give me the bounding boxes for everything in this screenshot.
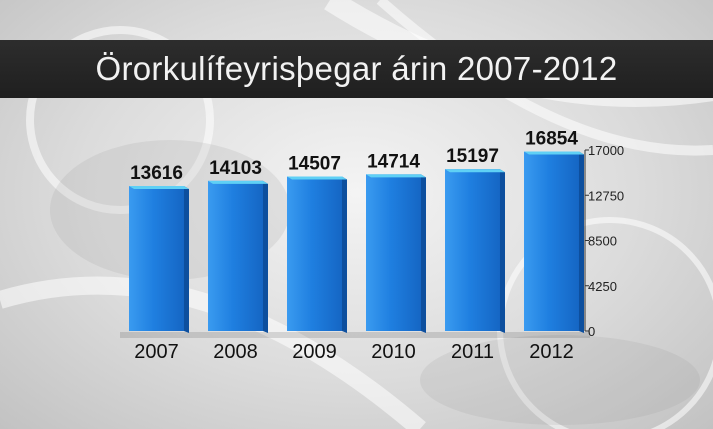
data-label-2007: 13616 [130,163,183,184]
bar-2007 [129,186,184,331]
bar-2009 [287,176,342,331]
category-label-2007: 2007 [134,341,179,363]
data-label-2012: 16854 [525,129,578,150]
category-label-2012: 2012 [529,341,574,363]
category-label-2010: 2010 [371,341,416,363]
bar-top [208,180,268,184]
y-tick-label-12750: 12750 [588,188,624,203]
bar-2011 [445,169,500,331]
bar-2010 [366,174,421,331]
data-label-2010: 14714 [367,151,420,172]
bar-side [184,186,189,333]
bar-2012 [524,151,579,331]
data-label-2008: 14103 [209,158,262,179]
category-label-2008: 2008 [213,341,258,363]
category-label-2011: 2011 [451,341,494,363]
y-tick-label-17000: 17000 [588,143,624,158]
bar-top [524,151,584,155]
category-label-2009: 2009 [292,341,337,363]
y-tick-label-8500: 8500 [588,234,617,249]
bar-side [500,169,505,333]
y-tick-label-4250: 4250 [588,279,617,294]
y-tick-label-0: 0 [588,324,595,339]
chart-title: Örorkulífeyrisþegar árin 2007-2012 [95,50,618,87]
bar-top [129,186,189,190]
bar-top [366,174,426,178]
bar-side [579,151,584,333]
bar-top [287,176,347,180]
bar-side [421,174,426,333]
data-label-2011: 15197 [446,146,499,167]
bar-top [445,169,505,173]
bar-side [263,180,268,333]
data-label-2009: 14507 [288,154,341,175]
bar-side [342,176,347,333]
chart-floor-shadow [120,332,590,338]
title-bar: Örorkulífeyrisþegar árin 2007-2012 [0,40,713,98]
bar-2008 [208,180,263,331]
